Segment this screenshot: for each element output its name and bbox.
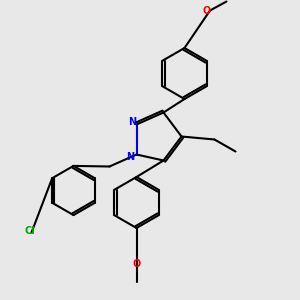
Text: N: N — [126, 152, 134, 162]
Text: Cl: Cl — [25, 226, 35, 236]
Text: O: O — [132, 259, 141, 269]
Text: N: N — [128, 117, 136, 128]
Text: O: O — [202, 5, 211, 16]
